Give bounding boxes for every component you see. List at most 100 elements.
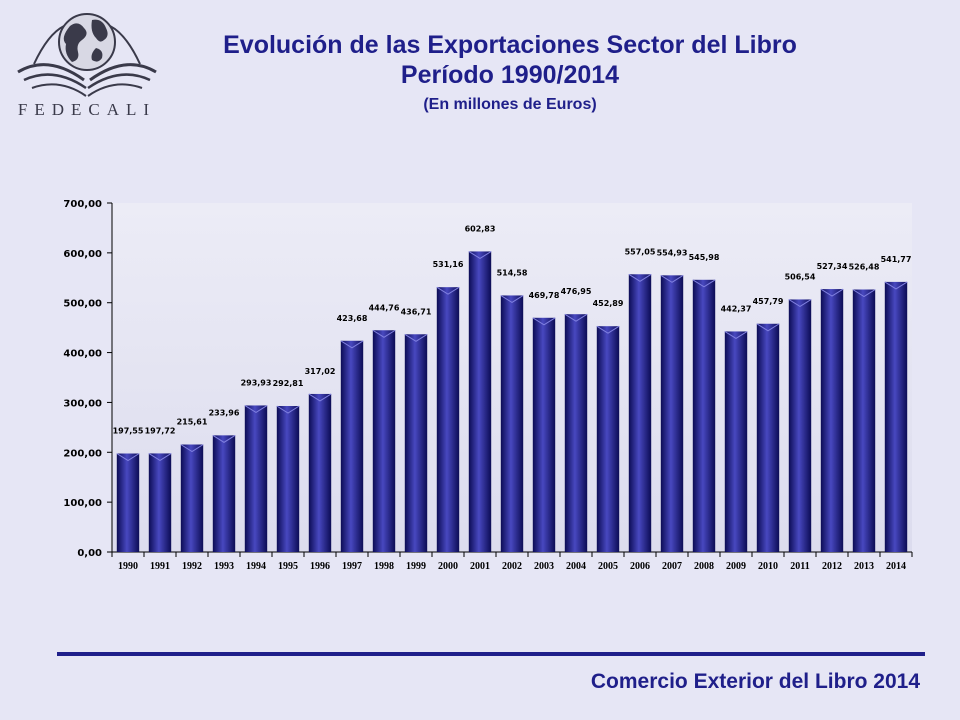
bar (596, 326, 620, 552)
bar-value-label: 436,71 (401, 307, 432, 316)
x-tick-label: 1996 (310, 561, 330, 572)
x-tick-label: 1998 (374, 561, 394, 572)
bar-value-label: 423,68 (337, 314, 368, 323)
bar (180, 444, 204, 552)
bar-highlight (820, 288, 844, 297)
x-tick-label: 2004 (566, 561, 586, 572)
bar-value-label: 197,72 (145, 426, 176, 435)
bar-highlight (340, 340, 364, 349)
bar-highlight (372, 329, 396, 338)
chart-subtitle: (En millones de Euros) (423, 96, 597, 113)
bar-highlight (852, 289, 876, 298)
y-tick-label: 0,00 (77, 548, 102, 559)
y-tick-label: 200,00 (63, 448, 102, 459)
bar (692, 279, 716, 552)
bar (884, 281, 908, 552)
bar-highlight (116, 453, 140, 462)
bar-highlight (500, 295, 524, 304)
logo-text: FEDECALI (17, 100, 157, 119)
x-tick-label: 2009 (726, 561, 746, 572)
x-tick-label: 1990 (118, 561, 138, 572)
x-tick-label: 2003 (534, 561, 554, 572)
bar-value-label: 531,16 (433, 260, 464, 269)
bar (660, 275, 684, 552)
x-tick-label: 1991 (150, 561, 170, 572)
bar (852, 289, 876, 552)
bar-highlight (180, 444, 204, 453)
x-tick-label: 2013 (854, 561, 874, 572)
y-tick-label: 600,00 (63, 249, 102, 260)
bar (628, 274, 652, 552)
y-tick-label: 700,00 (63, 199, 102, 210)
x-tick-label: 2006 (630, 561, 650, 572)
bar (116, 453, 140, 552)
x-tick-label: 2005 (598, 561, 618, 572)
bar (436, 287, 460, 552)
bar-value-label: 233,96 (209, 408, 240, 417)
title-line-2: Período 1990/2014 (400, 61, 620, 89)
x-tick-label: 2011 (790, 561, 809, 572)
bar (148, 453, 172, 552)
bar-value-label: 527,34 (817, 262, 848, 271)
bar (308, 393, 332, 552)
bar-value-label: 506,54 (785, 272, 816, 281)
bar-value-label: 215,61 (177, 418, 208, 427)
bar-value-label: 452,89 (593, 299, 624, 308)
bar (404, 334, 428, 552)
footer-divider (57, 652, 925, 656)
bar (468, 251, 492, 553)
bar-highlight (308, 393, 332, 402)
x-tick-label: 2001 (470, 561, 490, 572)
bar-value-label: 602,83 (465, 224, 496, 233)
x-tick-label: 2002 (502, 561, 522, 572)
bar (244, 405, 268, 552)
bar (564, 314, 588, 552)
x-tick-label: 1997 (342, 561, 362, 572)
x-tick-label: 2014 (886, 561, 906, 572)
bar-highlight (404, 333, 428, 342)
bar (756, 323, 780, 552)
bar-value-label: 554,93 (657, 248, 688, 257)
x-tick-label: 2010 (758, 561, 778, 572)
y-tick-label: 500,00 (63, 299, 102, 310)
bar-value-label: 292,81 (273, 379, 304, 388)
x-tick-label: 1995 (278, 561, 298, 572)
bar-value-label: 557,05 (625, 247, 656, 256)
bar-highlight (532, 317, 556, 326)
bar-value-label: 293,93 (241, 378, 272, 387)
globe-book-logo-icon (17, 13, 157, 97)
bar (276, 406, 300, 552)
bar-highlight (692, 279, 716, 288)
x-tick-label: 1993 (214, 561, 234, 572)
fedecali-logo (12, 4, 162, 124)
bar-highlight (756, 323, 780, 332)
bar (788, 299, 812, 552)
bar-value-label: 457,79 (753, 297, 784, 306)
bar-highlight (244, 405, 268, 414)
bar-value-label: 317,02 (305, 367, 336, 376)
bar-value-label: 476,95 (561, 287, 592, 296)
footer-text: Comercio Exterior del Libro 2014 (590, 670, 920, 693)
bar-highlight (596, 325, 620, 334)
y-tick-label: 300,00 (63, 398, 102, 409)
bar-highlight (276, 405, 300, 414)
bar-value-label: 526,48 (849, 263, 880, 272)
bar-highlight (724, 331, 748, 340)
chart-title: Evolución de las Exportaciones Sector de… (150, 30, 870, 90)
x-tick-label: 2000 (438, 561, 458, 572)
bar-highlight (628, 273, 652, 282)
bar-value-label: 541,77 (881, 255, 912, 264)
bar-highlight (884, 281, 908, 290)
bar-value-label: 514,58 (497, 268, 528, 277)
bar-highlight (564, 313, 588, 322)
bar-value-label: 469,78 (529, 291, 560, 300)
y-tick-label: 100,00 (63, 498, 102, 509)
bar (372, 330, 396, 552)
bar-highlight (436, 286, 460, 295)
x-tick-label: 2008 (694, 561, 714, 572)
x-tick-label: 1999 (406, 561, 426, 572)
bar-highlight (212, 434, 236, 443)
bar (532, 317, 556, 552)
y-tick-label: 400,00 (63, 349, 102, 360)
